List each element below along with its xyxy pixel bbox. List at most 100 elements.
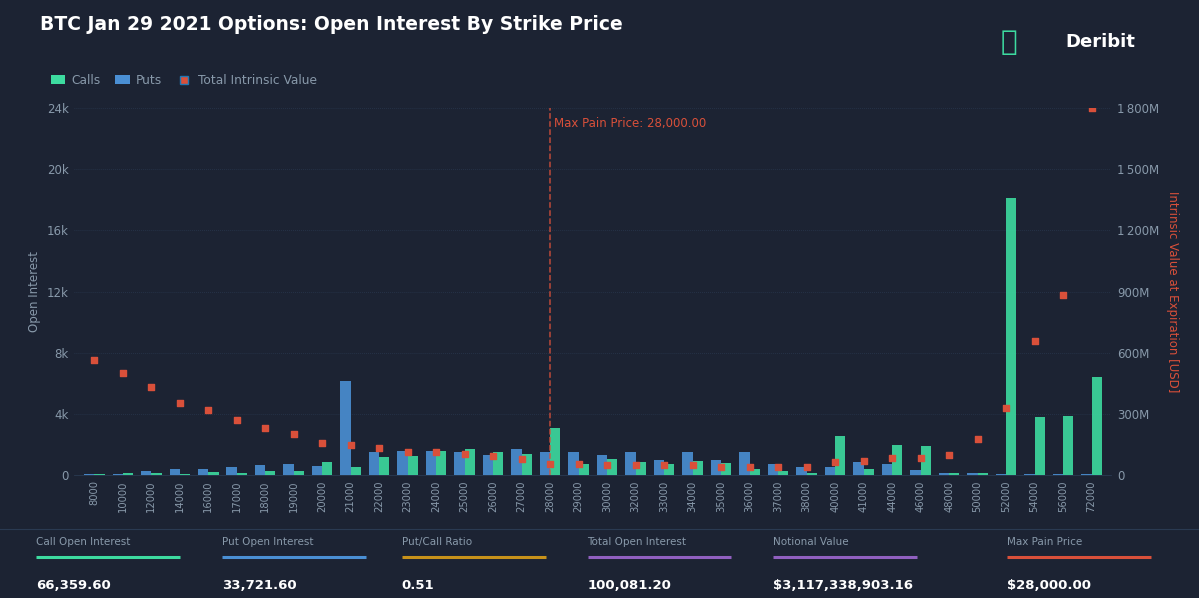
Bar bbox=[379, 457, 390, 475]
Point bbox=[255, 423, 275, 433]
Text: Deribit: Deribit bbox=[1066, 33, 1135, 51]
Bar bbox=[721, 463, 731, 475]
Point bbox=[199, 405, 218, 414]
Point bbox=[85, 356, 104, 365]
Bar bbox=[550, 428, 560, 475]
Bar bbox=[122, 473, 133, 475]
Y-axis label: Intrinsic Value at Expiration [USD]: Intrinsic Value at Expiration [USD] bbox=[1165, 191, 1179, 392]
Point bbox=[313, 438, 332, 448]
Point bbox=[541, 459, 560, 469]
Point bbox=[626, 460, 645, 470]
Bar bbox=[1064, 416, 1073, 475]
Text: 0.51: 0.51 bbox=[402, 579, 434, 592]
Bar bbox=[910, 469, 921, 475]
Bar bbox=[863, 469, 874, 475]
Bar bbox=[740, 453, 749, 475]
Text: Notional Value: Notional Value bbox=[773, 538, 849, 548]
Point bbox=[711, 462, 730, 471]
Bar bbox=[1053, 474, 1064, 475]
Bar bbox=[312, 466, 323, 475]
Bar bbox=[265, 471, 276, 475]
Bar bbox=[693, 461, 703, 475]
Bar bbox=[540, 451, 550, 475]
Bar bbox=[141, 471, 151, 475]
Bar bbox=[323, 462, 332, 475]
Text: Put Open Interest: Put Open Interest bbox=[222, 538, 313, 548]
Bar bbox=[1081, 474, 1091, 475]
Text: 100,081.20: 100,081.20 bbox=[588, 579, 671, 592]
Bar bbox=[635, 462, 646, 475]
Bar bbox=[682, 453, 693, 475]
Bar bbox=[968, 472, 977, 475]
Bar bbox=[426, 451, 436, 475]
Bar bbox=[369, 453, 379, 475]
Point bbox=[968, 434, 987, 444]
Point bbox=[113, 368, 132, 377]
Bar bbox=[198, 469, 209, 475]
Bar bbox=[939, 472, 950, 475]
Bar bbox=[1006, 198, 1017, 475]
Bar bbox=[1024, 474, 1035, 475]
Point bbox=[996, 403, 1016, 413]
Bar bbox=[227, 468, 236, 475]
Bar bbox=[767, 464, 778, 475]
Point bbox=[683, 460, 703, 470]
Bar bbox=[341, 381, 351, 475]
Bar bbox=[664, 465, 674, 475]
Bar bbox=[351, 467, 361, 475]
Text: ₿: ₿ bbox=[1001, 28, 1018, 56]
Bar bbox=[483, 456, 493, 475]
Text: 66,359.60: 66,359.60 bbox=[36, 579, 110, 592]
Bar bbox=[807, 472, 817, 475]
Point bbox=[227, 416, 246, 425]
Bar bbox=[397, 451, 408, 475]
Point bbox=[797, 462, 817, 471]
Y-axis label: Open Interest: Open Interest bbox=[29, 251, 41, 332]
Bar bbox=[209, 472, 218, 475]
Bar bbox=[778, 471, 789, 475]
Bar bbox=[835, 435, 845, 475]
Legend: Calls, Puts, Total Intrinsic Value: Calls, Puts, Total Intrinsic Value bbox=[46, 69, 321, 91]
Point bbox=[456, 449, 475, 459]
Bar bbox=[825, 467, 835, 475]
Bar bbox=[653, 460, 664, 475]
Point bbox=[740, 462, 759, 471]
Point bbox=[284, 429, 303, 439]
Point bbox=[597, 460, 616, 470]
Bar bbox=[950, 472, 959, 475]
Bar bbox=[597, 454, 607, 475]
Point bbox=[427, 447, 446, 456]
Bar bbox=[151, 474, 162, 475]
Bar bbox=[607, 459, 617, 475]
Bar bbox=[113, 474, 122, 475]
Point bbox=[1081, 103, 1101, 112]
Bar bbox=[996, 474, 1006, 475]
Bar bbox=[454, 453, 465, 475]
Point bbox=[398, 447, 417, 456]
Bar bbox=[84, 474, 95, 475]
Bar bbox=[921, 446, 930, 475]
Text: Max Pain Price: Max Pain Price bbox=[1007, 538, 1083, 548]
Bar bbox=[236, 472, 247, 475]
Bar bbox=[512, 449, 522, 475]
Bar bbox=[626, 453, 635, 475]
Point bbox=[1025, 336, 1044, 346]
Bar bbox=[408, 456, 418, 475]
Bar bbox=[892, 445, 903, 475]
Bar bbox=[95, 474, 104, 475]
Bar bbox=[711, 460, 721, 475]
Point bbox=[940, 450, 959, 459]
Point bbox=[854, 456, 873, 465]
Point bbox=[369, 443, 388, 453]
Bar bbox=[522, 454, 532, 475]
Point bbox=[342, 440, 361, 450]
Point bbox=[570, 459, 589, 469]
Point bbox=[483, 451, 502, 461]
Bar bbox=[294, 471, 305, 475]
Text: Total Open Interest: Total Open Interest bbox=[588, 538, 687, 548]
Text: 33,721.60: 33,721.60 bbox=[222, 579, 296, 592]
Bar bbox=[465, 448, 475, 475]
Point bbox=[882, 453, 902, 463]
Text: $28,000.00: $28,000.00 bbox=[1007, 579, 1091, 592]
Text: BTC Jan 29 2021 Options: Open Interest By Strike Price: BTC Jan 29 2021 Options: Open Interest B… bbox=[40, 15, 622, 34]
